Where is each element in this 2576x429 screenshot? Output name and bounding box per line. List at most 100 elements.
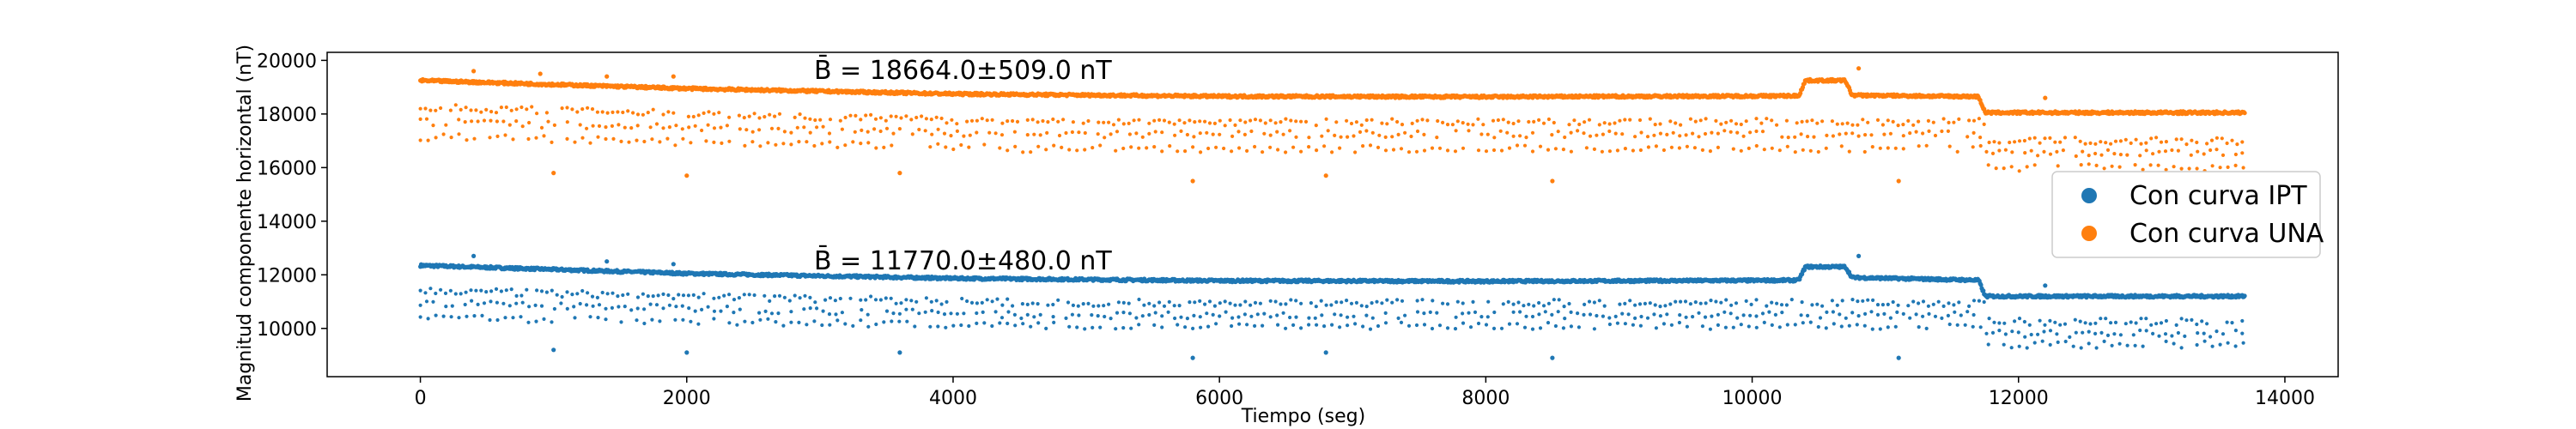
- ipt-band-point: [1556, 310, 1560, 314]
- ipt-band-point: [945, 299, 949, 304]
- ipt-band-point: [1191, 326, 1195, 330]
- ipt-band-point: [2240, 331, 2245, 335]
- ipt-band-point: [519, 293, 524, 298]
- ipt-band-point: [426, 317, 430, 321]
- ipt-band-point: [1284, 326, 1288, 330]
- ipt-band-point: [2172, 341, 2176, 346]
- ipt-band-point: [1011, 304, 1015, 308]
- una-point: [1798, 91, 1803, 96]
- ipt-band-point: [1320, 313, 1324, 317]
- ipt-band-point: [661, 306, 665, 311]
- ipt-band-point: [1276, 323, 1280, 327]
- ipt-band-point: [969, 300, 975, 305]
- ipt-band-point: [448, 288, 453, 293]
- ipt-band-point: [975, 301, 979, 305]
- ipt-band-point: [2133, 343, 2137, 347]
- ipt-band-point: [1723, 325, 1728, 329]
- ipt-band-point: [820, 323, 824, 328]
- ipt-band-point: [1735, 316, 1740, 320]
- ipt-band-point: [1435, 311, 1439, 315]
- ipt-band-point: [1476, 321, 1481, 326]
- ipt-band-point: [641, 292, 646, 296]
- ipt-band-point: [580, 288, 585, 293]
- ipt-band-point: [1977, 299, 1981, 303]
- ipt-band-point: [1330, 323, 1334, 327]
- ipt-band-point: [702, 292, 706, 296]
- ipt-band-point: [1557, 298, 1561, 302]
- ipt-band-point: [2079, 346, 2083, 350]
- ipt-band-point: [1716, 323, 1720, 327]
- ipt-band-point: [1830, 299, 1834, 303]
- ipt-band-point: [1346, 323, 1350, 328]
- ipt-band-point: [1719, 300, 1723, 305]
- ipt-band-point: [1953, 310, 1957, 314]
- ipt-band-point: [1511, 310, 1516, 314]
- ipt-band-point: [1400, 299, 1405, 303]
- series-con-curva-ipt: [418, 253, 2247, 360]
- ipt-band-point: [1815, 302, 1820, 306]
- ipt-band-point: [1115, 311, 1120, 315]
- ipt-band-point: [2042, 329, 2046, 334]
- ipt-band-point: [2083, 321, 2087, 325]
- ipt-band-point: [1739, 323, 1743, 327]
- ipt-band-point: [1716, 312, 1720, 317]
- ipt-band-point: [1214, 322, 1218, 326]
- ipt-band-point: [1779, 303, 1784, 307]
- ipt-band-point: [617, 305, 621, 309]
- ipt-band-point: [1931, 302, 1935, 306]
- ipt-band-point: [1516, 300, 1521, 305]
- ipt-band-point: [1538, 326, 1543, 330]
- ipt-band-point: [2183, 334, 2187, 338]
- ipt-point: [2242, 293, 2247, 299]
- ipt-band-point: [1576, 311, 1580, 316]
- ipt-band-point: [1886, 302, 1890, 306]
- ipt-band-point: [1097, 304, 1101, 308]
- ipt-band-point: [848, 296, 853, 300]
- ipt-band-point: [2074, 330, 2078, 335]
- ipt-band-point: [1484, 323, 1489, 327]
- ipt-band-point: [1754, 325, 1759, 329]
- ipt-band-point: [859, 298, 863, 302]
- ipt-band-point: [706, 305, 710, 309]
- ipt-band-point: [2105, 333, 2111, 337]
- ipt-outlier-point: [671, 262, 676, 267]
- ipt-band-point: [884, 296, 888, 300]
- ipt-band-point: [1441, 301, 1445, 305]
- ipt-band-point: [904, 307, 908, 311]
- ipt-band-point: [1679, 299, 1683, 304]
- ipt-band-point: [604, 306, 608, 311]
- ipt-band-point: [904, 298, 908, 302]
- ipt-band-point: [431, 299, 435, 304]
- ipt-band-point: [1754, 298, 1759, 302]
- ipt-band-point: [750, 320, 755, 325]
- ipt-band-point: [860, 308, 864, 312]
- ipt-band-point: [1762, 320, 1766, 324]
- ipt-band-point: [823, 298, 828, 302]
- ipt-band-point: [1046, 303, 1050, 307]
- ipt-band-point: [1352, 314, 1356, 318]
- ipt-band-point: [766, 317, 770, 321]
- ipt-band-point: [1816, 324, 1820, 329]
- ipt-band-point: [1013, 323, 1018, 328]
- ipt-band-point: [1648, 301, 1652, 305]
- ipt-band-point: [1592, 300, 1596, 305]
- ipt-band-point: [1098, 325, 1103, 329]
- ipt-band-point: [815, 306, 819, 311]
- ipt-band-point: [914, 299, 919, 304]
- ipt-band-point: [542, 317, 546, 321]
- ipt-band-point: [1658, 305, 1662, 309]
- ipt-band-point: [1806, 313, 1810, 317]
- ipt-band-point: [1428, 310, 1432, 314]
- ipt-band-point: [924, 296, 928, 300]
- ipt-band-point: [1067, 324, 1072, 329]
- ipt-band-point: [1340, 300, 1344, 305]
- ipt-band-point: [1121, 311, 1126, 315]
- ipt-band-point: [1279, 302, 1283, 306]
- ipt-band-point: [882, 320, 886, 324]
- ipt-band-point: [1090, 313, 1094, 317]
- ipt-band-point: [550, 288, 554, 293]
- ipt-band-point: [1643, 301, 1647, 305]
- ipt-band-point: [1383, 311, 1388, 315]
- ipt-band-point: [743, 319, 747, 323]
- ipt-band-point: [1524, 314, 1528, 318]
